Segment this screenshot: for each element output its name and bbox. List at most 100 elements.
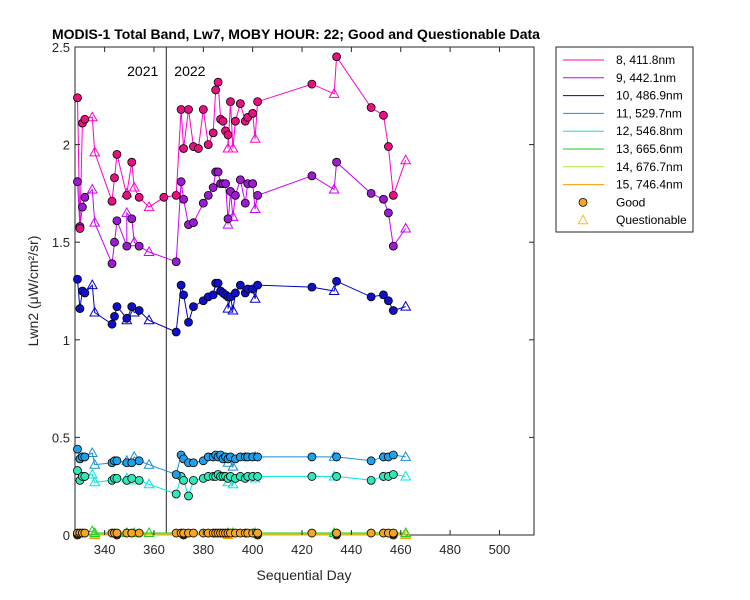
questionable-point	[86, 525, 98, 536]
legend-entry: Questionable	[616, 213, 687, 227]
good-point	[388, 306, 398, 315]
good-point	[179, 194, 188, 204]
good-point	[366, 103, 376, 112]
good-point	[366, 188, 376, 198]
questionable-point	[249, 132, 261, 143]
good-point	[112, 528, 122, 538]
good-point	[134, 306, 144, 315]
good-point	[253, 528, 263, 538]
good-point	[240, 198, 250, 208]
questionable-point	[400, 527, 412, 538]
good-point	[107, 196, 117, 206]
legend-entry: Good	[616, 195, 645, 209]
good-point	[332, 276, 341, 286]
legend-entry: 9, 442.1nm	[616, 71, 676, 85]
good-point	[184, 317, 193, 327]
legend: 8, 411.8nm 9, 442.1nm 10, 486.9nm 11, 529.7…	[555, 46, 694, 233]
questionable-point	[227, 142, 239, 153]
good-point	[127, 157, 137, 167]
questionable-point	[86, 183, 98, 194]
good-point	[78, 202, 87, 212]
questionable-point	[143, 314, 155, 325]
good-point	[134, 456, 144, 466]
good-point	[366, 475, 376, 485]
good-point	[379, 194, 388, 204]
questionable-point	[222, 302, 234, 313]
good-point	[253, 190, 263, 200]
good-point	[112, 473, 122, 483]
good-point	[73, 177, 82, 187]
legend-entry: 14, 676.7nm	[616, 160, 683, 174]
good-point	[189, 218, 198, 228]
year-label-left: 2021	[127, 63, 158, 79]
good-point	[134, 192, 144, 202]
axis-layer: 340 360 380 400 420 440 460 480 500 0 0.5 1 1.5 2 2.5	[52, 40, 534, 557]
good-point	[122, 313, 132, 323]
good-point	[184, 491, 193, 501]
good-point	[203, 190, 213, 200]
chart-title: MODIS-1 Total Band, Lw7, MOBY HOUR: 22; …	[52, 26, 540, 42]
questionable-point	[227, 478, 239, 489]
y-tick-label: 0.5	[52, 430, 70, 445]
good-point	[235, 99, 245, 109]
good-point	[171, 257, 181, 267]
y-tick-label: 0	[63, 528, 70, 543]
good-point	[388, 470, 398, 479]
good-point	[332, 52, 341, 62]
good-point	[110, 173, 119, 183]
good-point	[366, 292, 376, 302]
questionable-point	[400, 300, 412, 311]
good-point	[107, 319, 117, 329]
questionable-point	[128, 181, 140, 192]
good-point	[189, 528, 198, 538]
plot-area	[74, 46, 535, 536]
legend-entry: 8, 411.8nm	[616, 53, 675, 67]
good-point	[213, 167, 223, 177]
good-point	[218, 116, 228, 126]
good-point	[80, 288, 90, 298]
questionable-point	[89, 216, 101, 227]
x-tick-label: 420	[291, 542, 313, 557]
x-tick-label: 440	[341, 542, 363, 557]
questionable-point	[222, 218, 234, 229]
legend-entry: 13, 665.6nm	[616, 142, 683, 156]
questionable-point	[89, 527, 101, 538]
good-point	[307, 472, 317, 481]
questionable-point	[400, 222, 412, 233]
questionable-point	[89, 146, 101, 157]
good-point	[73, 93, 82, 103]
good-point	[384, 142, 393, 151]
good-point	[231, 116, 240, 126]
good-point	[189, 475, 198, 485]
good-point	[223, 214, 233, 224]
good-point	[213, 278, 223, 288]
good-point	[307, 452, 317, 462]
good-point	[231, 190, 240, 200]
y-tick-label: 1.5	[52, 235, 70, 250]
good-point	[388, 450, 398, 460]
good-point	[198, 198, 208, 208]
legend-entry: 15, 746.4nm	[616, 178, 683, 192]
good-point	[307, 79, 317, 89]
y-tick-label: 2	[63, 138, 70, 153]
questionable-point	[143, 245, 155, 256]
questionable-point	[143, 527, 155, 538]
good-point	[176, 177, 186, 187]
questionable-point	[128, 236, 140, 247]
good-point	[223, 130, 233, 140]
x-tick-label: 480	[439, 542, 461, 557]
good-point	[179, 144, 188, 153]
good-point	[226, 97, 235, 107]
good-point	[127, 302, 137, 312]
good-point	[253, 280, 263, 290]
legend-entry: 10, 486.9nm	[616, 89, 683, 103]
y-tick-label: 2.5	[52, 40, 70, 55]
good-point	[379, 110, 388, 120]
good-point	[80, 192, 90, 202]
y-axis-label: Lwn2 (μW/cm²/sr)	[25, 236, 41, 347]
good-point	[112, 456, 122, 466]
good-point	[171, 470, 181, 479]
good-point	[134, 528, 144, 538]
good-point	[179, 290, 188, 300]
good-point	[171, 190, 181, 200]
